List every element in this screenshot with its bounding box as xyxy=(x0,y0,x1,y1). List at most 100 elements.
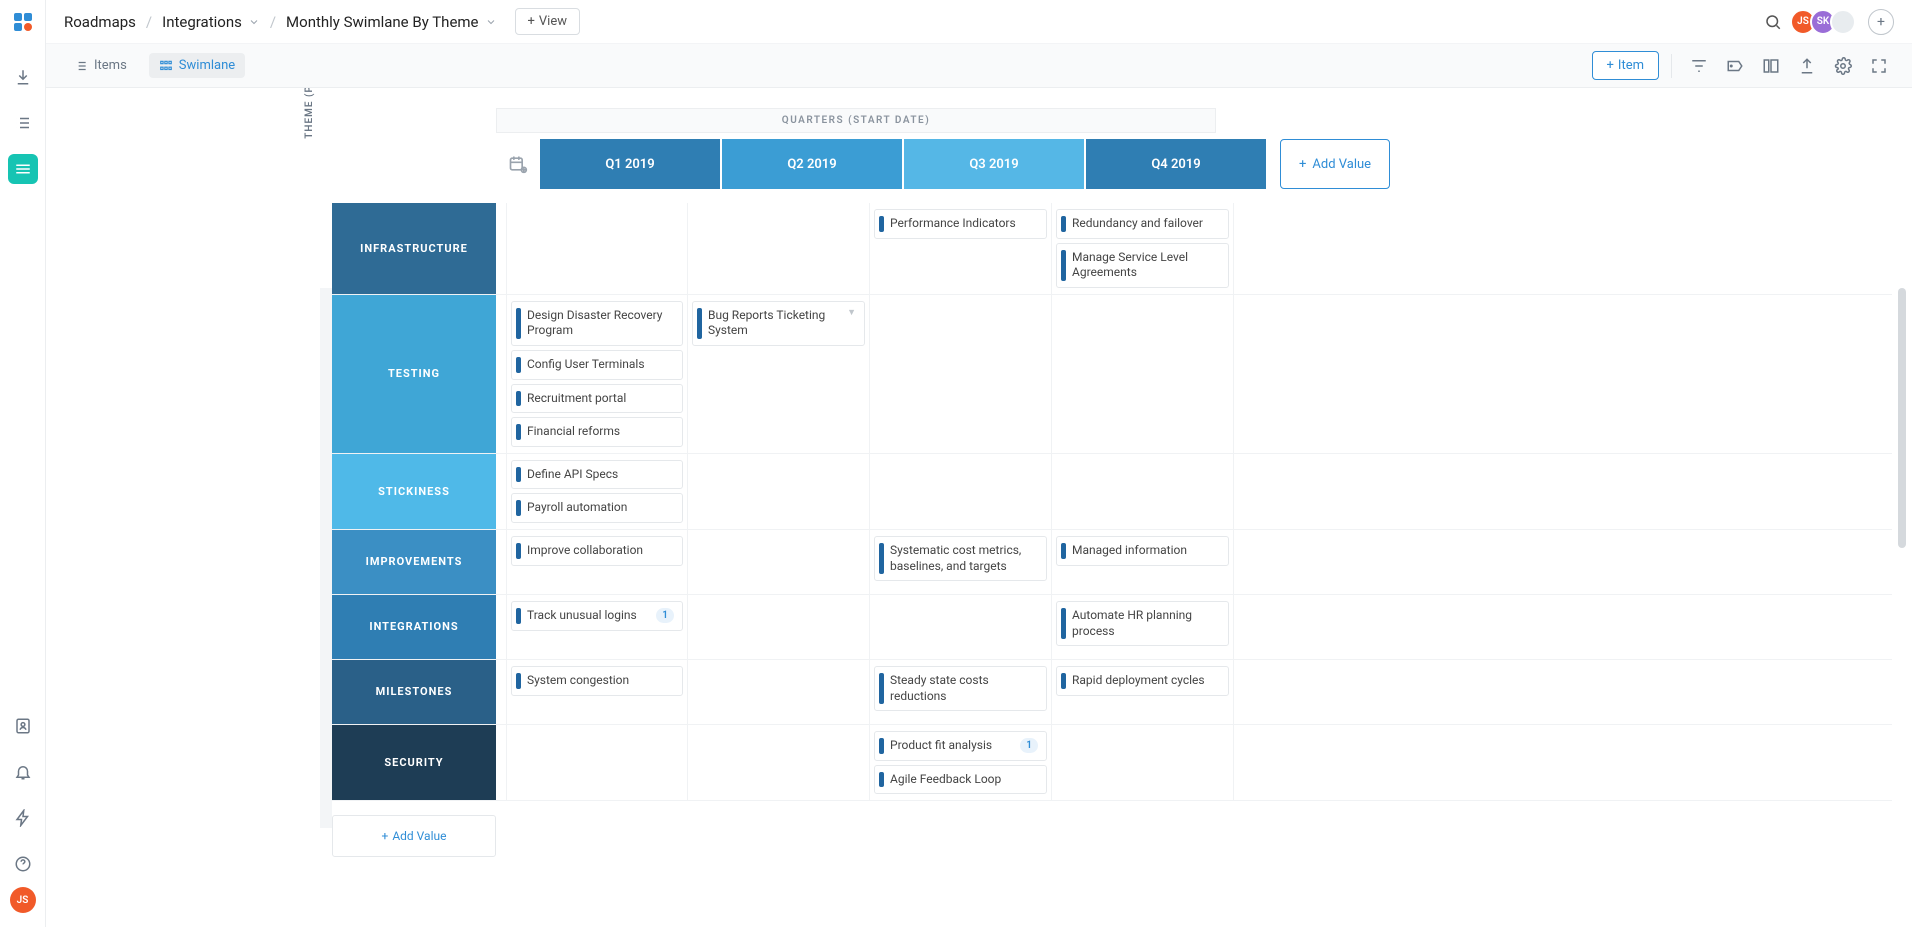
card-accent-bar xyxy=(516,543,521,559)
swimlane-card[interactable]: Bug Reports Ticketing System▼ xyxy=(692,301,865,346)
lane-cell xyxy=(870,454,1052,529)
lane-cell: Track unusual logins1 xyxy=(506,595,688,659)
card-accent-bar xyxy=(1061,673,1066,689)
lane-cell xyxy=(1052,725,1234,800)
card-title: Payroll automation xyxy=(527,500,674,516)
lane-row: INTEGRATIONS Track unusual logins1 Automat… xyxy=(332,595,1892,660)
add-item-button[interactable]: + Item xyxy=(1592,51,1659,80)
quarter-header[interactable]: Q3 2019 xyxy=(904,139,1084,189)
swimlane-card[interactable]: Config User Terminals xyxy=(511,350,683,380)
lane-cell xyxy=(688,595,870,659)
user-avatar[interactable] xyxy=(1830,9,1856,35)
toolbar: Items Swimlane + Item xyxy=(46,44,1912,88)
lane-label[interactable]: SECURITY xyxy=(332,725,496,800)
add-user-button[interactable]: + xyxy=(1868,9,1894,35)
swimlane-card[interactable]: Track unusual logins1 xyxy=(511,601,683,631)
scrollbar-thumb[interactable] xyxy=(1898,288,1906,548)
import-icon[interactable] xyxy=(8,62,38,92)
fullscreen-icon[interactable] xyxy=(1864,51,1894,81)
lane-label[interactable]: MILESTONES xyxy=(332,660,496,724)
lane-cells: Define API Specs Payroll automation xyxy=(506,454,1234,529)
breadcrumb-integrations[interactable]: Integrations xyxy=(162,13,260,31)
swimlane-card[interactable]: System congestion xyxy=(511,666,683,696)
swimlane-card[interactable]: Rapid deployment cycles xyxy=(1056,666,1229,696)
card-title: Design Disaster Recovery Program xyxy=(527,308,674,339)
items-tab-label: Items xyxy=(94,58,127,73)
help-icon[interactable] xyxy=(8,849,38,879)
lane-cell xyxy=(688,660,870,724)
columns-icon[interactable] xyxy=(1756,51,1786,81)
plus-icon: + xyxy=(528,14,535,29)
swimlane-card[interactable]: Steady state costs reductions xyxy=(874,666,1047,711)
lane-cell: Improve collaboration xyxy=(506,530,688,594)
add-view-button[interactable]: + View xyxy=(515,8,581,35)
swimlane-card[interactable]: Define API Specs xyxy=(511,460,683,490)
card-title: Automate HR planning process xyxy=(1072,608,1220,639)
card-title: Systematic cost metrics, baselines, and … xyxy=(890,543,1038,574)
swimlane-card[interactable]: Improve collaboration xyxy=(511,536,683,566)
lane-cell: Steady state costs reductions xyxy=(870,660,1052,724)
notifications-icon[interactable] xyxy=(8,757,38,787)
card-badge: 1 xyxy=(656,608,674,623)
lane-cell xyxy=(1052,295,1234,453)
lane-cell: System congestion xyxy=(506,660,688,724)
card-title: Recruitment portal xyxy=(527,391,674,407)
items-view-tab[interactable]: Items xyxy=(64,53,137,78)
search-icon[interactable] xyxy=(1760,9,1786,35)
swimlane-card[interactable]: Product fit analysis1 xyxy=(874,731,1047,761)
swimlane-nav-icon[interactable] xyxy=(8,154,38,184)
swimlane-card[interactable]: Payroll automation xyxy=(511,493,683,523)
lane-cell xyxy=(870,595,1052,659)
swimlane-view-tab[interactable]: Swimlane xyxy=(149,53,245,78)
contacts-icon[interactable] xyxy=(8,711,38,741)
swimlane-card[interactable]: Manage Service Level Agreements xyxy=(1056,243,1229,288)
swimlane-tab-label: Swimlane xyxy=(179,58,235,73)
filter-icon[interactable] xyxy=(1684,51,1714,81)
lane-label[interactable]: INTEGRATIONS xyxy=(332,595,496,659)
card-accent-bar xyxy=(1061,250,1066,281)
quarter-header[interactable]: Q2 2019 xyxy=(722,139,902,189)
lane-label[interactable]: IMPROVEMENTS xyxy=(332,530,496,594)
card-accent-bar xyxy=(1061,216,1066,232)
current-user-avatar[interactable]: JS xyxy=(10,887,36,913)
list-nav-icon[interactable] xyxy=(8,108,38,138)
lane-cells: System congestion Steady state costs redu… xyxy=(506,660,1234,724)
card-accent-bar xyxy=(879,772,884,788)
card-accent-bar xyxy=(879,543,884,574)
lane-row: MILESTONES System congestion Steady state … xyxy=(332,660,1892,725)
add-lane-button[interactable]: + Add Value xyxy=(332,815,496,857)
breadcrumb-root[interactable]: Roadmaps xyxy=(64,13,136,31)
lane-label[interactable]: STICKINESS xyxy=(332,454,496,529)
lane-cell: Redundancy and failover Manage Service Le… xyxy=(1052,203,1234,294)
swimlane-card[interactable]: Performance Indicators xyxy=(874,209,1047,239)
lane-row: IMPROVEMENTS Improve collaboration Systema… xyxy=(332,530,1892,595)
lane-label[interactable]: INFRASTRUCTURE xyxy=(332,203,496,294)
card-accent-bar xyxy=(879,673,884,704)
lane-row: STICKINESS Define API Specs Payroll automa… xyxy=(332,454,1892,530)
add-quarter-button[interactable]: + Add Value xyxy=(1280,139,1390,189)
tag-icon[interactable] xyxy=(1720,51,1750,81)
card-accent-bar xyxy=(1061,543,1066,559)
breadcrumb-leaf[interactable]: Monthly Swimlane By Theme xyxy=(286,13,496,31)
swimlane-card[interactable]: Financial reforms xyxy=(511,417,683,447)
lightning-icon[interactable] xyxy=(8,803,38,833)
card-accent-bar xyxy=(516,500,521,516)
swimlane-card[interactable]: Systematic cost metrics, baselines, and … xyxy=(874,536,1047,581)
card-accent-bar xyxy=(879,216,884,232)
settings-icon[interactable] xyxy=(1828,51,1858,81)
quarter-header[interactable]: Q4 2019 xyxy=(1086,139,1266,189)
card-title: Managed information xyxy=(1072,543,1220,559)
swimlane-card[interactable]: Design Disaster Recovery Program xyxy=(511,301,683,346)
swimlane-card[interactable]: Managed information xyxy=(1056,536,1229,566)
swimlane-card[interactable]: Automate HR planning process xyxy=(1056,601,1229,646)
calendar-settings-icon[interactable] xyxy=(496,139,540,189)
lane-cell: Automate HR planning process xyxy=(1052,595,1234,659)
toolbar-separator xyxy=(1671,54,1672,78)
quarter-header[interactable]: Q1 2019 xyxy=(540,139,720,189)
export-icon[interactable] xyxy=(1792,51,1822,81)
swimlane-card[interactable]: Agile Feedback Loop xyxy=(874,765,1047,795)
swimlane-card[interactable]: Recruitment portal xyxy=(511,384,683,414)
swimlane-card[interactable]: Redundancy and failover xyxy=(1056,209,1229,239)
lane-cell: Define API Specs Payroll automation xyxy=(506,454,688,529)
lane-label[interactable]: TESTING xyxy=(332,295,496,453)
